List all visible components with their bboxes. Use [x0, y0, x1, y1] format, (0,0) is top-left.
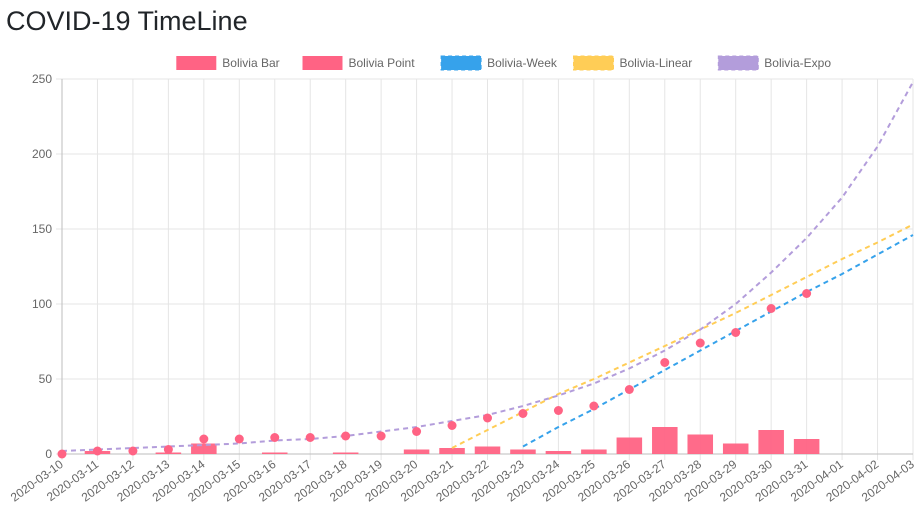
point-bolivia-point	[695, 338, 705, 348]
x-axis: 2020-03-102020-03-112020-03-122020-03-13…	[8, 457, 917, 505]
bar-bolivia-bar	[758, 430, 784, 454]
bar-bolivia-bar	[545, 451, 572, 454]
bar-bolivia-bar	[616, 437, 643, 454]
point-series	[57, 289, 812, 459]
legend-label-bolivia-bar: Bolivia Bar	[222, 56, 279, 70]
legend-swatch-bolivia-linear	[573, 55, 614, 71]
point-bolivia-point	[376, 431, 386, 441]
bar-bolivia-bar	[793, 439, 820, 454]
y-tick-label: 50	[39, 372, 53, 386]
bar-bolivia-bar	[439, 448, 465, 454]
chart-legend[interactable]: Bolivia Bar Bolivia Point Bolivia-Week Boli…	[176, 55, 831, 71]
point-bolivia-point	[92, 446, 102, 456]
bar-bolivia-bar	[261, 452, 288, 454]
point-bolivia-point	[731, 328, 741, 337]
point-bolivia-point	[234, 434, 244, 444]
y-tick-label: 150	[32, 222, 52, 236]
point-bolivia-point	[199, 434, 209, 444]
page-title: COVID-19 TimeLine	[6, 6, 248, 36]
point-bolivia-point	[518, 409, 528, 418]
bar-bolivia-bar	[581, 449, 607, 454]
point-bolivia-point	[802, 289, 812, 298]
bar-bolivia-bar	[652, 427, 678, 454]
legend-swatch-bolivia-bar	[176, 56, 217, 70]
point-bolivia-point	[483, 413, 492, 423]
legend-swatch-bolivia-point	[302, 56, 343, 70]
point-bolivia-point	[553, 406, 563, 415]
y-tick-label: 250	[32, 72, 52, 86]
line-bolivia-linear	[451, 223, 914, 449]
bar-bolivia-bar	[722, 443, 749, 454]
bar-bolivia-bar	[474, 446, 501, 454]
point-bolivia-point	[163, 445, 173, 454]
y-axis: 0 50 100 150 200 250	[32, 72, 52, 461]
legend-label-bolivia-week: Bolivia-Week	[487, 56, 558, 70]
point-bolivia-point	[128, 446, 138, 456]
bar-bolivia-bar	[510, 449, 536, 454]
point-bolivia-point	[624, 385, 634, 394]
bar-bolivia-bar	[191, 443, 217, 454]
bar-series	[84, 427, 820, 454]
y-tick-label: 100	[32, 297, 52, 311]
point-bolivia-point	[447, 421, 457, 430]
y-tick-label: 200	[32, 147, 52, 161]
bar-bolivia-bar	[687, 434, 714, 454]
point-bolivia-point	[660, 358, 670, 367]
legend-swatch-bolivia-week	[440, 55, 482, 71]
y-tick-label: 0	[45, 447, 52, 461]
point-bolivia-point	[412, 427, 422, 436]
legend-label-bolivia-point: Bolivia Point	[349, 56, 416, 70]
point-bolivia-point	[341, 431, 351, 441]
point-bolivia-point	[305, 433, 315, 442]
chart-grid	[56, 78, 914, 460]
point-bolivia-point	[766, 304, 776, 313]
line-bolivia-week	[522, 234, 914, 448]
bar-bolivia-bar	[403, 449, 430, 454]
legend-swatch-bolivia-expo	[717, 55, 759, 71]
legend-label-bolivia-linear: Bolivia-Linear	[620, 56, 693, 70]
point-bolivia-point	[57, 449, 67, 459]
legend-label-bolivia-expo: Bolivia-Expo	[764, 56, 831, 70]
point-bolivia-point	[270, 433, 280, 442]
point-bolivia-point	[589, 401, 599, 411]
bar-bolivia-bar	[332, 452, 359, 454]
